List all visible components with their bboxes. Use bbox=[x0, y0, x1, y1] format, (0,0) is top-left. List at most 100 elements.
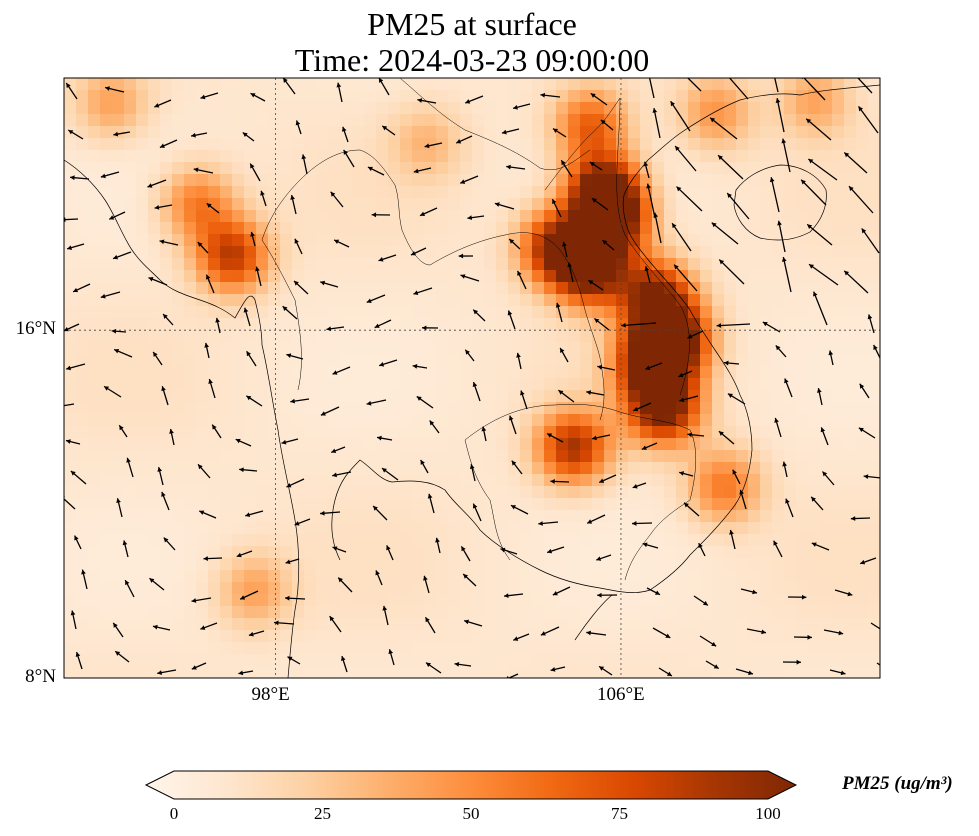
pm25-cell bbox=[484, 222, 497, 235]
pm25-cell bbox=[568, 450, 581, 463]
pm25-cell bbox=[208, 78, 221, 91]
pm25-cell bbox=[316, 234, 329, 247]
pm25-cell bbox=[568, 126, 581, 139]
pm25-cell bbox=[388, 570, 401, 583]
pm25-cell bbox=[688, 606, 701, 619]
pm25-cell bbox=[460, 522, 473, 535]
pm25-cell bbox=[472, 198, 485, 211]
pm25-cell bbox=[520, 366, 533, 379]
pm25-cell bbox=[712, 534, 725, 547]
pm25-cell bbox=[460, 642, 473, 655]
pm25-cell bbox=[664, 534, 677, 547]
pm25-cell bbox=[580, 354, 593, 367]
pm25-cell bbox=[868, 390, 880, 403]
pm25-cell bbox=[628, 570, 641, 583]
pm25-cell bbox=[496, 162, 509, 175]
pm25-cell bbox=[520, 210, 533, 223]
pm25-cell bbox=[640, 150, 653, 163]
pm25-cell bbox=[844, 522, 857, 535]
pm25-cell bbox=[172, 366, 185, 379]
pm25-cell bbox=[700, 126, 713, 139]
pm25-cell bbox=[208, 534, 221, 547]
pm25-cell bbox=[736, 174, 749, 187]
pm25-cell bbox=[340, 246, 353, 259]
pm25-cell bbox=[76, 306, 89, 319]
wind-arrow bbox=[114, 650, 130, 663]
pm25-cell bbox=[808, 78, 821, 91]
pm25-cell bbox=[856, 210, 869, 223]
pm25-cell bbox=[220, 534, 233, 547]
wind-arrow bbox=[111, 328, 127, 334]
pm25-cell bbox=[112, 582, 125, 595]
wind-arrow bbox=[644, 266, 651, 284]
pm25-cell bbox=[544, 498, 557, 511]
pm25-cell bbox=[352, 582, 365, 595]
pm25-cell bbox=[724, 666, 737, 678]
wind-arrow bbox=[810, 496, 824, 511]
pm25-cell bbox=[160, 366, 173, 379]
pm25-cell bbox=[652, 138, 665, 151]
pm25-cell bbox=[352, 138, 365, 151]
wind-arrow bbox=[552, 128, 567, 138]
wind-arrow bbox=[332, 546, 347, 553]
pm25-cell bbox=[784, 558, 797, 571]
pm25-cell bbox=[160, 102, 173, 115]
pm25-cell bbox=[424, 510, 437, 523]
pm25-cell bbox=[568, 150, 581, 163]
pm25-cell bbox=[760, 486, 773, 499]
pm25-cell bbox=[232, 126, 245, 139]
pm25-cell bbox=[172, 666, 185, 678]
pm25-cell bbox=[280, 150, 293, 163]
pm25-cell bbox=[172, 594, 185, 607]
pm25-cell bbox=[604, 114, 617, 127]
pm25-cell bbox=[208, 294, 221, 307]
pm25-cell bbox=[88, 402, 101, 415]
pm25-cell bbox=[760, 270, 773, 283]
pm25-cell bbox=[460, 78, 473, 91]
pm25-cell bbox=[328, 150, 341, 163]
pm25-cell bbox=[328, 450, 341, 463]
pm25-cell bbox=[772, 486, 785, 499]
pm25-cell bbox=[268, 354, 281, 367]
wind-arrow bbox=[512, 103, 531, 110]
pm25-cell bbox=[604, 534, 617, 547]
pm25-cell bbox=[436, 294, 449, 307]
pm25-cell bbox=[196, 486, 209, 499]
pm25-cell bbox=[196, 78, 209, 91]
pm25-cell bbox=[436, 402, 449, 415]
pm25-cell bbox=[808, 558, 821, 571]
wind-arrow bbox=[723, 360, 740, 366]
pm25-cell bbox=[100, 162, 113, 175]
wind-arrow bbox=[558, 389, 575, 403]
wind-arrow bbox=[423, 575, 430, 594]
pm25-cell bbox=[556, 498, 569, 511]
pm25-cell bbox=[796, 510, 809, 523]
pm25-cell bbox=[328, 294, 341, 307]
pm25-cell bbox=[124, 654, 137, 667]
pm25-cell bbox=[724, 618, 737, 631]
pm25-cell bbox=[856, 510, 869, 523]
pm25-cell bbox=[772, 282, 785, 295]
pm25-cell bbox=[592, 366, 605, 379]
colorbar-tick: 50 bbox=[462, 804, 480, 823]
wind-arrow bbox=[330, 191, 344, 208]
wind-arrow bbox=[343, 149, 355, 168]
wind-arrow bbox=[813, 291, 828, 326]
pm25-cell bbox=[136, 294, 149, 307]
pm25-cell bbox=[796, 558, 809, 571]
pm25-cell bbox=[316, 582, 329, 595]
pm25-cell bbox=[136, 234, 149, 247]
pm25-cell bbox=[412, 138, 425, 151]
pm25-cell bbox=[64, 114, 77, 127]
pm25-cell bbox=[376, 594, 389, 607]
wind-arrow bbox=[648, 78, 655, 99]
pm25-cell bbox=[520, 318, 533, 331]
pm25-cell bbox=[268, 306, 281, 319]
pm25-cell bbox=[784, 90, 797, 103]
pm25-cell bbox=[292, 270, 305, 283]
pm25-cell bbox=[364, 402, 377, 415]
pm25-cell bbox=[136, 426, 149, 439]
pm25-cell bbox=[232, 90, 245, 103]
pm25-cell bbox=[436, 354, 449, 367]
pm25-cell bbox=[148, 594, 161, 607]
